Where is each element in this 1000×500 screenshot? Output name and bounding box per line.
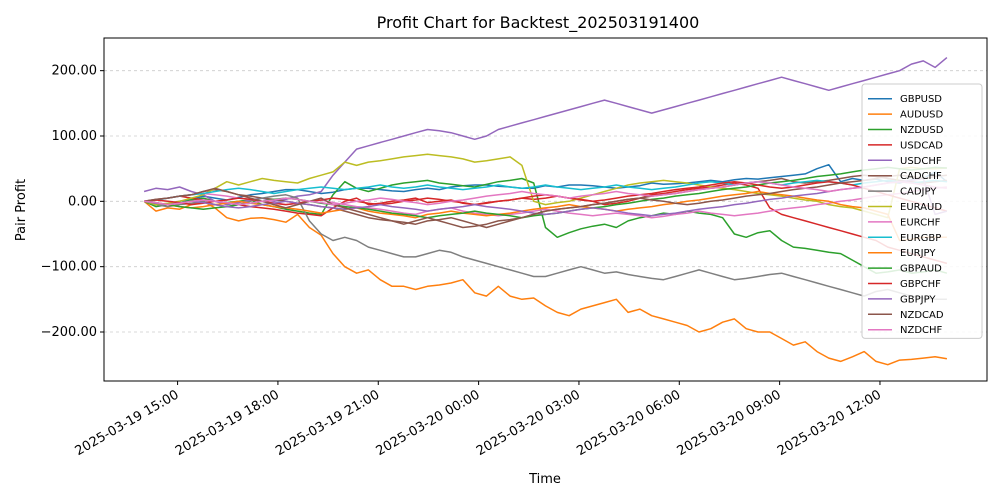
y-tick-label: −100.00 <box>41 260 97 275</box>
legend-label: EURCHF <box>900 217 941 228</box>
series-line-audusd <box>143 200 948 366</box>
legend-label: GBPCHF <box>900 279 941 290</box>
legend: GBPUSD AUDUSD NZDUSD USDCAD USDCHF CADCHF CADJ… <box>861 83 983 339</box>
y-tick-label: 0.00 <box>68 194 97 209</box>
legend-label: AUDUSD <box>900 110 944 121</box>
legend-label: USDCAD <box>900 140 943 151</box>
y-axis-label: Pair Profit <box>14 179 29 241</box>
chart-title: Profit Chart for Backtest_202503191400 <box>377 13 700 33</box>
legend-label: USDCHF <box>900 156 942 167</box>
legend-label: CADJPY <box>900 187 937 198</box>
y-tick-label: 200.00 <box>52 64 98 79</box>
legend-label: NZDCAD <box>900 310 944 321</box>
legend-label: GBPAUD <box>900 264 942 275</box>
legend-label: GBPJPY <box>900 294 936 305</box>
legend-box <box>861 83 983 339</box>
series-line-gbpjpy <box>143 177 948 217</box>
series-layer <box>143 57 948 366</box>
y-tick-label: 100.00 <box>52 129 98 144</box>
series-line-eurjpy <box>144 190 947 242</box>
series-line-usdcad <box>144 182 948 265</box>
series-line-eurgbp <box>144 179 947 203</box>
legend-label: GBPUSD <box>900 94 942 105</box>
legend-label: EURGBP <box>900 233 941 244</box>
x-axis-label: Time <box>528 472 561 487</box>
series-line-cadjpy <box>143 194 947 301</box>
y-tick-label: −200.00 <box>41 325 97 340</box>
series-line-euraud <box>143 153 947 219</box>
legend-label: EURJPY <box>900 248 936 259</box>
legend-label: EURAUD <box>900 202 942 213</box>
legend-label: NZDUSD <box>900 125 944 136</box>
series-line-nzdchf <box>144 180 947 206</box>
y-axis: −200.00 −100.00 0.00 100.00 200.00 <box>41 64 104 340</box>
legend-label: NZDCHF <box>900 325 943 336</box>
series-line-nzdcad <box>143 174 947 229</box>
plot-frame <box>103 37 988 382</box>
legend-label: CADCHF <box>900 171 942 182</box>
